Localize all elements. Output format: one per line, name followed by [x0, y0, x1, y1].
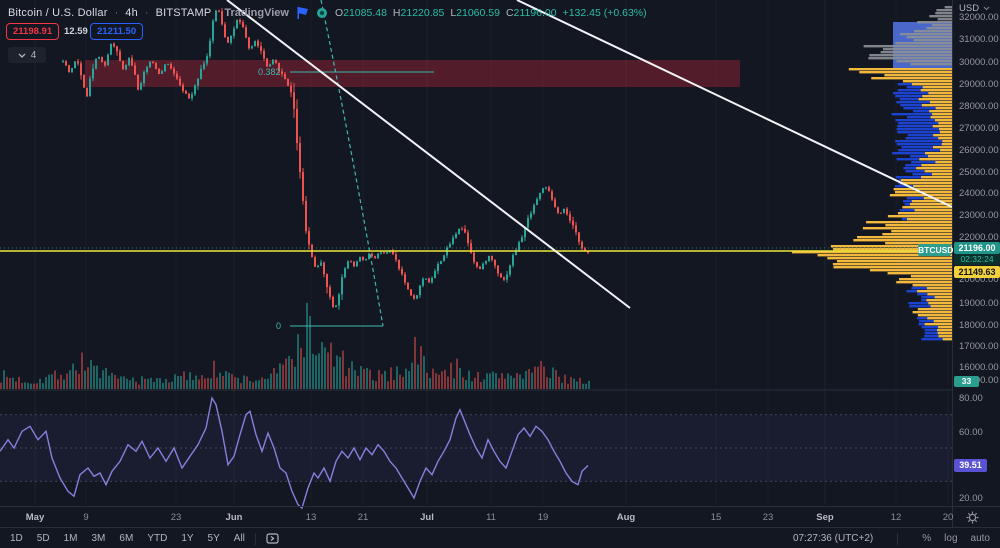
- price-axis-label: 22000.00: [959, 232, 999, 243]
- sell-price-tag[interactable]: 21198.91: [6, 23, 60, 40]
- price-axis-label: 32000.00: [959, 12, 999, 23]
- time-axis-label: May: [25, 512, 45, 523]
- range-button-1m[interactable]: 1M: [63, 533, 78, 544]
- price-axis-label: 19000.00: [959, 298, 999, 309]
- time-axis-label: Aug: [616, 512, 636, 523]
- time-axis-label: 12: [890, 512, 902, 523]
- bar-countdown: 02:32:24: [954, 254, 1000, 265]
- volume-profile: [791, 6, 952, 341]
- scale-button-%[interactable]: %: [922, 533, 932, 544]
- price-axis-label: 16000.00: [959, 362, 999, 373]
- fib-level-label: 0: [276, 321, 281, 331]
- currency-selector[interactable]: USD: [959, 3, 990, 14]
- buy-price-tag[interactable]: 21211.50: [90, 23, 144, 40]
- indicators-collapse-button[interactable]: 4: [8, 47, 46, 63]
- market-status-dot-icon[interactable]: [316, 7, 328, 19]
- price-axis-label: 28000.00: [959, 101, 999, 112]
- time-axis-label: Sep: [816, 512, 834, 523]
- flag-icon[interactable]: [296, 6, 309, 20]
- exchange-label: BITSTAMP: [155, 6, 212, 19]
- range-button-ytd[interactable]: YTD: [147, 533, 168, 544]
- spread-value: 12.59: [64, 26, 88, 37]
- fib-level-label: 0.382: [258, 67, 281, 77]
- price-axis-label: 17000.00: [959, 341, 999, 352]
- time-axis-label: 23: [170, 512, 182, 523]
- time-axis-label: 21: [357, 512, 369, 523]
- volume-bars: [0, 302, 590, 389]
- time-axis-label: Jun: [225, 512, 243, 523]
- price-axis-label: 18000.00: [959, 320, 999, 331]
- volume-value-tag: 33: [954, 376, 979, 387]
- price-axis[interactable]: USD 32000.00 31000.00 30000.00 29000.00 2800…: [952, 0, 1000, 527]
- price-axis-label: 31000.00: [959, 34, 999, 45]
- price-axis-label: 23000.00: [959, 210, 999, 221]
- time-axis-label: 23: [762, 512, 774, 523]
- range-button-1d[interactable]: 1D: [10, 533, 23, 544]
- scale-button-auto[interactable]: auto: [970, 533, 990, 544]
- symbol-title[interactable]: Bitcoin / U.S. Dollar: [8, 6, 108, 19]
- symbol-legend[interactable]: Bitcoin / U.S. Dollar · 4h · BITSTAMP Tr…: [8, 6, 647, 20]
- time-axis-label: 20: [942, 512, 954, 523]
- price-axis-label: 30000.00: [959, 57, 999, 68]
- resistance-zone[interactable]: [85, 60, 740, 87]
- price-axis-label: 27000.00: [959, 123, 999, 134]
- chevron-down-icon: [18, 53, 26, 58]
- drawn-line-price-tag[interactable]: 21149.63: [954, 266, 1000, 278]
- time-axis-label: 11: [486, 512, 496, 523]
- chevron-down-icon: [983, 6, 990, 11]
- price-axis-label: 25000.00: [959, 167, 999, 178]
- time-axis-label: 13: [305, 512, 317, 523]
- rsi-axis-label: 20.00: [959, 493, 983, 504]
- interval-label[interactable]: 4h: [125, 6, 138, 19]
- change-value: +132.45 (+0.63%): [562, 6, 647, 19]
- range-button-6m[interactable]: 6M: [119, 533, 134, 544]
- price-axis-label: 26000.00: [959, 145, 999, 156]
- time-axis-label: 19: [537, 512, 549, 523]
- tradingview-watermark: TradingView: [224, 6, 289, 19]
- range-button-all[interactable]: All: [233, 533, 245, 544]
- time-axis[interactable]: May 9 23 Jun 13 21 Jul 11 19 Aug 15 23 Sep 12 20: [0, 506, 1000, 528]
- range-button-5y[interactable]: 5Y: [207, 533, 220, 544]
- range-button-3m[interactable]: 3M: [91, 533, 106, 544]
- price-axis-label: 24000.00: [959, 188, 999, 199]
- go-to-date-icon[interactable]: [266, 532, 280, 545]
- trend-lines[interactable]: [0, 0, 953, 309]
- time-axis-label: 9: [83, 512, 89, 523]
- price-axis-label: 20000.00: [959, 274, 999, 285]
- ohlc-values: O21085.48 H21220.85 L21060.59 C21196.00 …: [334, 6, 647, 19]
- range-button-1y[interactable]: 1Y: [181, 533, 194, 544]
- time-axis-label: Jul: [420, 512, 434, 523]
- time-axis-label: 15: [710, 512, 722, 523]
- clock-timezone[interactable]: 07:27:36 (UTC+2): [792, 533, 874, 544]
- price-axis-label: 29000.00: [959, 79, 999, 90]
- candles: [62, 7, 589, 310]
- fib-retracement[interactable]: 0.382 0: [258, 0, 434, 331]
- rsi-value-tag: 39.51: [954, 459, 987, 472]
- scale-button-log[interactable]: log: [944, 533, 958, 544]
- current-price-tag: 21196.00: [954, 242, 1000, 254]
- rsi-axis-label: 80.00: [959, 393, 983, 404]
- symbol-price-label: BTCUSD: [918, 244, 954, 256]
- range-button-5d[interactable]: 5D: [36, 533, 50, 544]
- rsi-axis-label: 60.00: [959, 427, 983, 438]
- rsi-pane[interactable]: [0, 396, 952, 510]
- panes-gear-icon[interactable]: [966, 511, 979, 524]
- bottom-toolbar: 1D 5D 1M 3M 6M YTD 1Y 5Y All 07:27:36 (UTC+2) % l…: [0, 527, 1000, 548]
- date-range-buttons: 1D 5D 1M 3M 6M YTD 1Y 5Y All: [0, 533, 245, 544]
